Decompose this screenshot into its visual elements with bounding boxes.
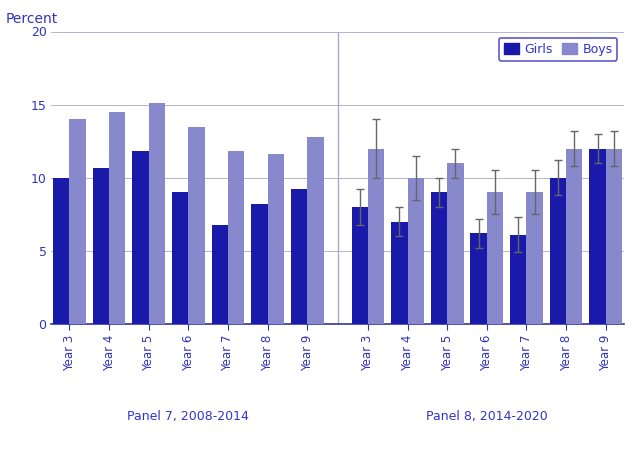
Bar xyxy=(132,151,149,324)
Bar xyxy=(487,193,503,324)
Bar xyxy=(431,193,447,324)
Bar xyxy=(352,207,368,324)
Bar xyxy=(291,189,307,324)
Bar xyxy=(307,137,323,324)
Bar xyxy=(590,148,606,324)
Bar xyxy=(69,119,86,324)
Bar xyxy=(93,167,109,324)
Bar xyxy=(566,148,583,324)
Bar xyxy=(53,178,69,324)
Bar xyxy=(391,222,408,324)
Bar xyxy=(267,154,284,324)
Legend: Girls, Boys: Girls, Boys xyxy=(499,38,617,61)
Bar xyxy=(109,112,125,324)
Bar xyxy=(527,193,543,324)
Bar xyxy=(368,148,385,324)
Bar xyxy=(149,103,165,324)
Bar xyxy=(172,193,188,324)
Text: Percent: Percent xyxy=(6,12,58,26)
Bar xyxy=(606,148,622,324)
Text: Panel 7, 2008-2014: Panel 7, 2008-2014 xyxy=(127,410,249,423)
Bar xyxy=(408,178,424,324)
Bar xyxy=(212,225,228,324)
Bar xyxy=(550,178,566,324)
Bar xyxy=(510,235,527,324)
Text: Panel 8, 2014-2020: Panel 8, 2014-2020 xyxy=(426,410,548,423)
Bar xyxy=(251,204,267,324)
Bar xyxy=(228,151,244,324)
Bar xyxy=(188,126,204,324)
Bar xyxy=(471,233,487,324)
Bar xyxy=(447,163,464,324)
